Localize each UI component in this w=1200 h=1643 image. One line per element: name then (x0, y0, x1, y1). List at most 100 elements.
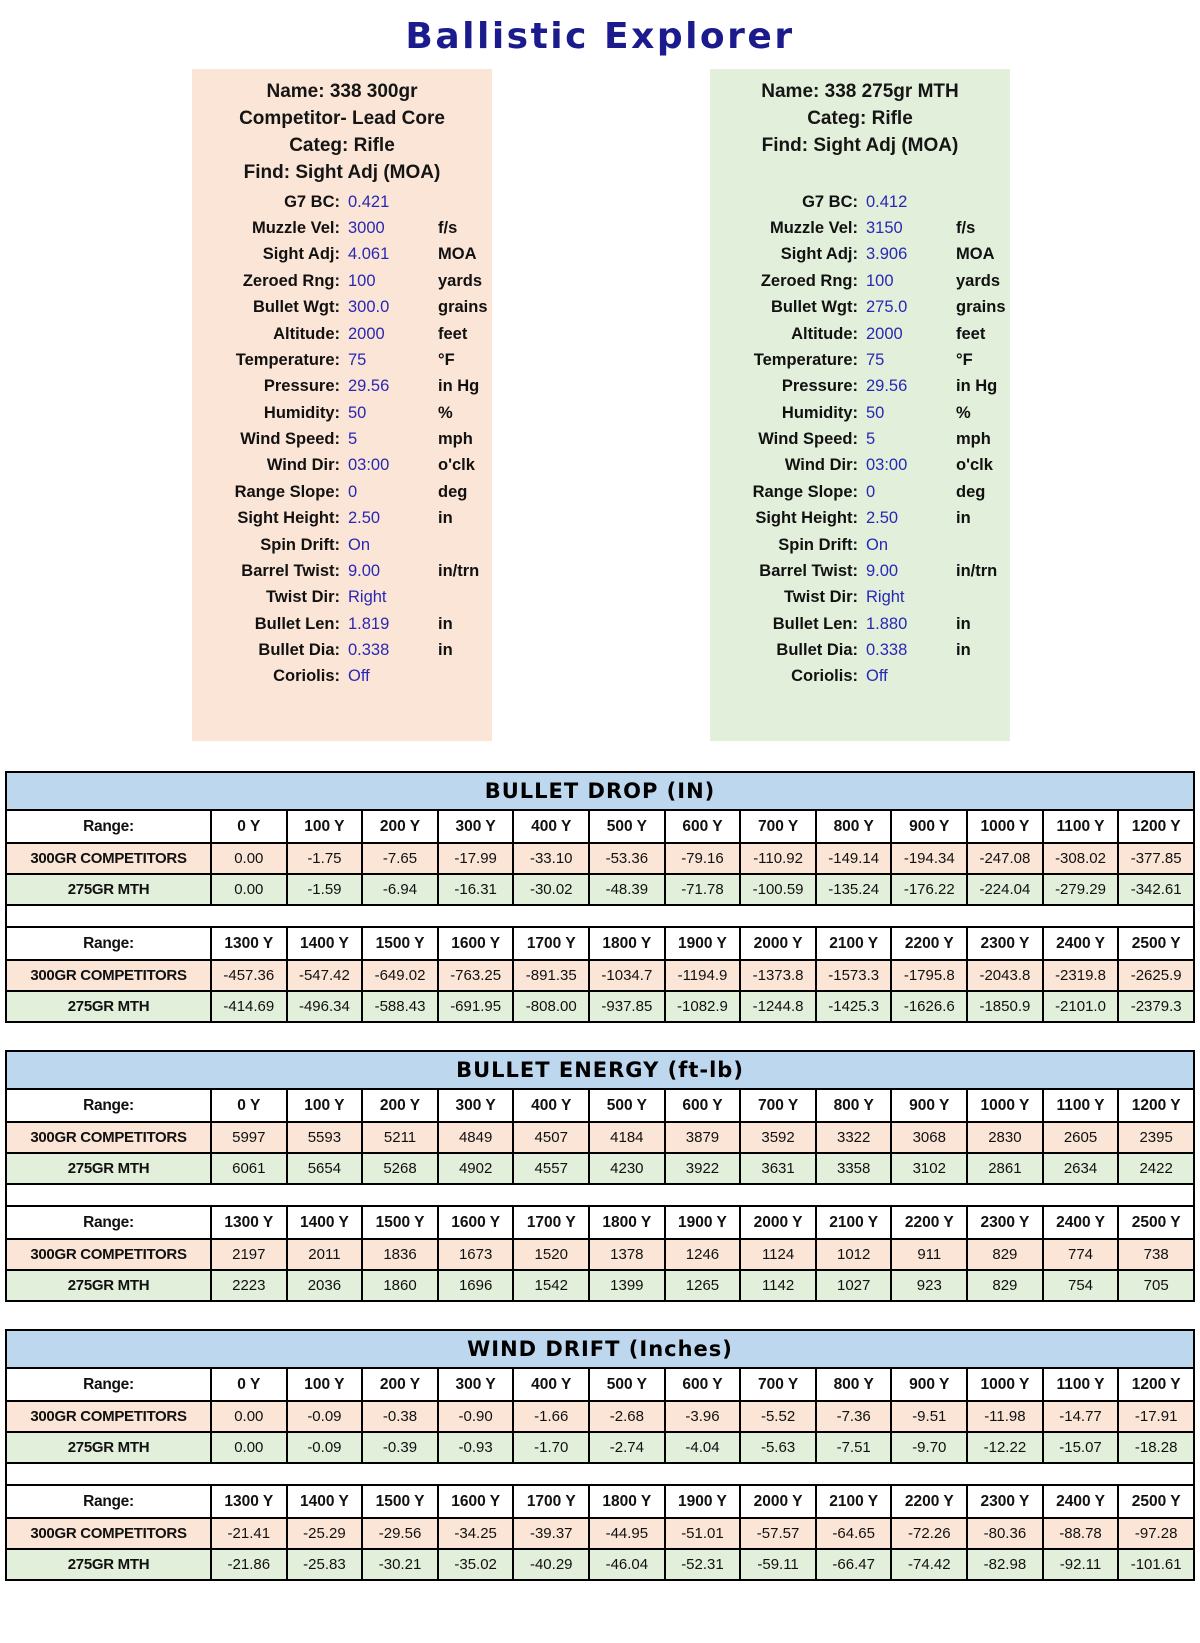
row-label-275gr-mth: 275GR MTH (5, 1431, 212, 1464)
data-cell: -2319.8 (1041, 959, 1120, 992)
param-label: Spin Drift: (260, 535, 340, 554)
data-cell: -1626.6 (890, 990, 969, 1023)
param-value: 75 (348, 350, 367, 369)
param-row-pressure: Pressure: 29.56 in Hg (198, 374, 486, 400)
param-row-coriolis: Coriolis: Off (716, 664, 1004, 690)
param-row-muzzle-vel: Muzzle Vel: 3000 f/s (198, 215, 486, 241)
range-header-cell: 1900 Y (663, 926, 742, 961)
range-header-cell: 1600 Y (436, 1484, 515, 1519)
data-cell: -57.57 (739, 1517, 817, 1550)
param-row-sight-height: Sight Height: 2.50 in (198, 506, 486, 532)
data-cell: -92.11 (1041, 1548, 1120, 1581)
param-label: Bullet Dia: (258, 641, 340, 660)
data-cell: -1795.8 (890, 959, 969, 992)
row-label-275gr-mth: 275GR MTH (5, 873, 212, 906)
param-row-temperature: Temperature: 75 °F (716, 347, 1004, 373)
data-cell: -51.01 (663, 1517, 742, 1550)
range-label: Range: (5, 1205, 212, 1240)
data-cell: -1373.8 (739, 959, 817, 992)
param-label: Temperature: (753, 350, 858, 369)
param-label: Twist Dir: (784, 588, 858, 607)
data-cell: -3.96 (663, 1400, 742, 1433)
param-unit: in Hg (956, 377, 998, 396)
data-cell: -0.09 (285, 1431, 364, 1464)
range-header-cell: 1600 Y (436, 926, 515, 961)
data-cell: 2197 (210, 1238, 288, 1271)
data-cell: -18.28 (1117, 1431, 1195, 1464)
app-window: Ballistic Explorer Name: 338 300gr Compet… (0, 16, 1200, 1581)
data-cell: 1265 (663, 1269, 742, 1302)
table-row-275gr-mth: 275GR MTH 2223 2036 1860 1696 1542 1399 1265 114… (5, 1269, 1195, 1302)
param-label: Wind Dir: (266, 456, 340, 475)
param-row-twist-dir: Twist Dir: Right (198, 585, 486, 611)
table-bullet-drop-in: BULLET DROP (IN) Range: 0 Y 100 Y 200 Y 300 Y… (5, 771, 1195, 1023)
param-row-spin-drift: Spin Drift: On (716, 532, 1004, 558)
table-wind-drift-inches: WIND DRIFT (Inches) Range: 0 Y 100 Y 200 Y 30… (5, 1329, 1195, 1581)
range-header-cell: 600 Y (663, 1088, 742, 1123)
range-header-cell: 1400 Y (285, 926, 364, 961)
row-label-275gr-mth: 275GR MTH (5, 1152, 212, 1185)
range-header-cell: 200 Y (361, 1088, 439, 1123)
param-value: 03:00 (866, 456, 908, 475)
param-unit: grains (956, 298, 1006, 317)
data-cell: -2101.0 (1041, 990, 1120, 1023)
range-header-cell: 1700 Y (512, 1205, 591, 1240)
profile-header-line: Name: 338 275gr MTH (761, 81, 959, 102)
range-header-cell: 400 Y (512, 809, 591, 844)
data-cell: -414.69 (210, 990, 288, 1023)
table-row-300gr-competitors: 300GR COMPETITORS 2197 2011 1836 1673 1520 137… (5, 1238, 1195, 1271)
data-cell: -79.16 (663, 842, 742, 875)
param-value: 1.880 (866, 614, 908, 633)
range-header-cell: 2400 Y (1041, 1205, 1120, 1240)
param-unit: feet (956, 324, 986, 343)
param-value: 0.338 (866, 641, 908, 660)
param-value: 275.0 (866, 298, 908, 317)
range-header-cell: 2200 Y (890, 1484, 969, 1519)
row-label-300gr-competitors: 300GR COMPETITORS (5, 959, 212, 992)
data-cell: 1520 (512, 1238, 591, 1271)
result-tables: BULLET DROP (IN) Range: 0 Y 100 Y 200 Y 300 Y… (5, 771, 1195, 1581)
data-cell: -64.65 (814, 1517, 893, 1550)
param-label: Altitude: (791, 324, 858, 343)
data-cell: 2422 (1117, 1152, 1195, 1185)
row-label-300gr-competitors: 300GR COMPETITORS (5, 1238, 212, 1271)
range-header-cell: 2300 Y (966, 926, 1044, 961)
data-cell: -2625.9 (1117, 959, 1195, 992)
param-unit: in/trn (438, 561, 480, 580)
param-row-wind-dir: Wind Dir: 03:00 o'clk (198, 453, 486, 479)
app-title: Ballistic Explorer (405, 16, 795, 57)
param-row-zeroed-rng: Zeroed Rng: 100 yards (198, 268, 486, 294)
param-row-humidity: Humidity: 50% (716, 400, 1004, 426)
param-unit: °F (956, 350, 973, 369)
range-header-cell: 500 Y (588, 1367, 666, 1402)
data-cell: -0.09 (285, 1400, 364, 1433)
data-cell: -247.08 (966, 842, 1044, 875)
param-label: Bullet Dia: (776, 641, 858, 660)
param-label: Humidity: (781, 403, 858, 422)
data-cell: 829 (966, 1238, 1044, 1271)
data-cell: 738 (1117, 1238, 1195, 1271)
param-row-g7-bc: G7 BC: 0.412 (716, 189, 1004, 215)
data-cell: 3358 (814, 1152, 893, 1185)
range-header-cell: 1900 Y (663, 1484, 742, 1519)
data-cell: -588.43 (361, 990, 439, 1023)
row-label-300gr-competitors: 300GR COMPETITORS (5, 1517, 212, 1550)
param-row-range-slope: Range Slope: 0 deg (716, 479, 1004, 505)
range-header-cell: 2200 Y (890, 926, 969, 961)
data-cell: -30.21 (361, 1548, 439, 1581)
data-cell: 1012 (814, 1238, 893, 1271)
data-cell: -377.85 (1117, 842, 1195, 875)
param-unit: in (956, 614, 971, 633)
param-value: 50 (866, 403, 885, 422)
data-cell: -0.38 (361, 1400, 439, 1433)
data-cell: -1244.8 (739, 990, 817, 1023)
data-cell: -59.11 (739, 1548, 817, 1581)
data-cell: 2830 (966, 1121, 1044, 1154)
range-header-cell: 1800 Y (588, 1205, 666, 1240)
data-cell: 4230 (588, 1152, 666, 1185)
param-unit: o'clk (956, 456, 993, 475)
param-row-muzzle-vel: Muzzle Vel: 3150 f/s (716, 215, 1004, 241)
data-cell: -80.36 (966, 1517, 1044, 1550)
table-bullet-energy-ft-lb: BULLET ENERGY (ft-lb) Range: 0 Y 100 Y 200 Y… (5, 1050, 1195, 1302)
table-row-275gr-mth: 275GR MTH 0.00 -1.59 -6.94 -16.31 -30.02 -48.3… (5, 873, 1195, 906)
